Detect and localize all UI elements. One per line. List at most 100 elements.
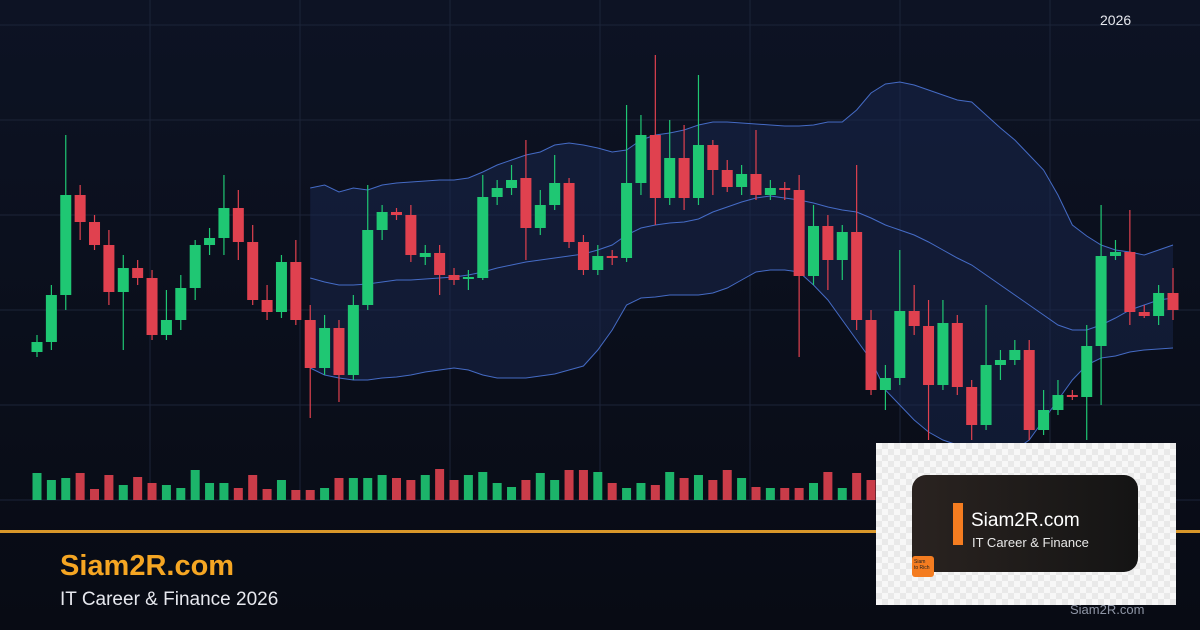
volume-bar (334, 478, 344, 500)
volume-bar (550, 480, 560, 500)
candle-body (74, 195, 86, 222)
volume-bar (377, 475, 387, 500)
volume-bar (809, 483, 819, 500)
icon-text: Siam (914, 559, 926, 565)
volume-bar (463, 475, 473, 500)
candle-body (721, 170, 733, 187)
candle-body (506, 180, 518, 188)
candle-body (189, 245, 201, 288)
volume-bar (607, 483, 617, 500)
candle-body (635, 135, 647, 183)
candle-body (160, 320, 172, 335)
candle-body (793, 190, 805, 276)
candle-body (678, 158, 690, 198)
logo-tagline: IT Career & Finance (972, 535, 1089, 550)
candle-body (434, 253, 446, 275)
candle-body (879, 378, 891, 390)
volume-bar (866, 480, 876, 500)
logo-bar (953, 503, 963, 545)
brand-subtitle: IT Career & Finance 2026 (60, 589, 279, 610)
volume-bar (794, 488, 804, 500)
volume-bar (420, 475, 430, 500)
volume-bar (823, 472, 833, 500)
candle-body (247, 242, 259, 300)
volume-bar (363, 478, 373, 500)
volume-bar (305, 490, 315, 500)
candle-body (1038, 410, 1050, 430)
candle-body (319, 328, 331, 368)
volume-bar (679, 478, 689, 500)
candle-body (448, 275, 460, 280)
volume-bar (708, 480, 718, 500)
volume-bar (478, 472, 488, 500)
volume-bar (46, 480, 56, 500)
candle-body (764, 188, 776, 195)
year: 2026 (1100, 12, 1132, 28)
candle-body (1009, 350, 1021, 360)
volume-bar (276, 480, 286, 500)
candle-body (966, 387, 978, 425)
candle-body (218, 208, 230, 238)
volume-bar (118, 485, 128, 500)
volume-bar (521, 480, 531, 500)
candle-body (563, 183, 575, 242)
logo-name: Siam2R.com (971, 510, 1080, 531)
candle-body (45, 295, 57, 342)
candle-body (534, 205, 546, 228)
volume-bar (233, 488, 243, 500)
volume-bar (391, 478, 401, 500)
grid (0, 0, 1200, 501)
candle-body (304, 320, 316, 368)
candle-body (664, 158, 676, 198)
candle-body (1124, 252, 1136, 312)
candle-body (290, 262, 302, 320)
candle-body (376, 212, 388, 230)
volume-bar (90, 489, 100, 500)
candle-body (1023, 350, 1035, 430)
volume-bar (780, 488, 790, 500)
candle-body (275, 262, 287, 312)
candle-body (405, 215, 417, 255)
candle-body (692, 145, 704, 198)
candle-body (1167, 293, 1179, 310)
candle-body (994, 360, 1006, 365)
candle-body (204, 238, 216, 245)
volume-bar (75, 473, 85, 500)
candle-body (31, 342, 43, 352)
candle-body (333, 328, 345, 375)
volume-bar (219, 483, 229, 500)
volume-bar (449, 480, 459, 500)
candle-body (908, 311, 920, 326)
candle-body (491, 188, 503, 197)
candle-body (462, 277, 474, 279)
candle-body (419, 253, 431, 257)
candle-body (261, 300, 273, 312)
volume-bar (751, 487, 761, 500)
volume-bar (535, 473, 545, 500)
candle-body (146, 278, 158, 335)
volume-bar (133, 477, 143, 500)
candle-body (1153, 293, 1165, 316)
candle-body (1109, 252, 1121, 256)
candle-body (477, 197, 489, 278)
watermark: Siam2R.com (1070, 602, 1145, 617)
volume-bar (32, 473, 42, 500)
volume-bar (61, 478, 71, 500)
volume-bar (104, 475, 114, 500)
volume-bar (435, 469, 445, 500)
volume-bar (722, 470, 732, 500)
candle-body (621, 183, 633, 258)
candle-body (923, 326, 935, 385)
candle-body (549, 183, 561, 205)
logo-card: Siam2R.com IT Career & Finance (912, 475, 1138, 572)
candle-body (937, 323, 949, 385)
volume-bar (147, 483, 157, 500)
volume-bar (291, 490, 301, 500)
band-upper (310, 81, 1174, 256)
candle-body (649, 135, 661, 198)
candle-body (980, 365, 992, 425)
volume-bar (348, 478, 358, 500)
candle-body (894, 311, 906, 378)
candle-body (836, 232, 848, 260)
